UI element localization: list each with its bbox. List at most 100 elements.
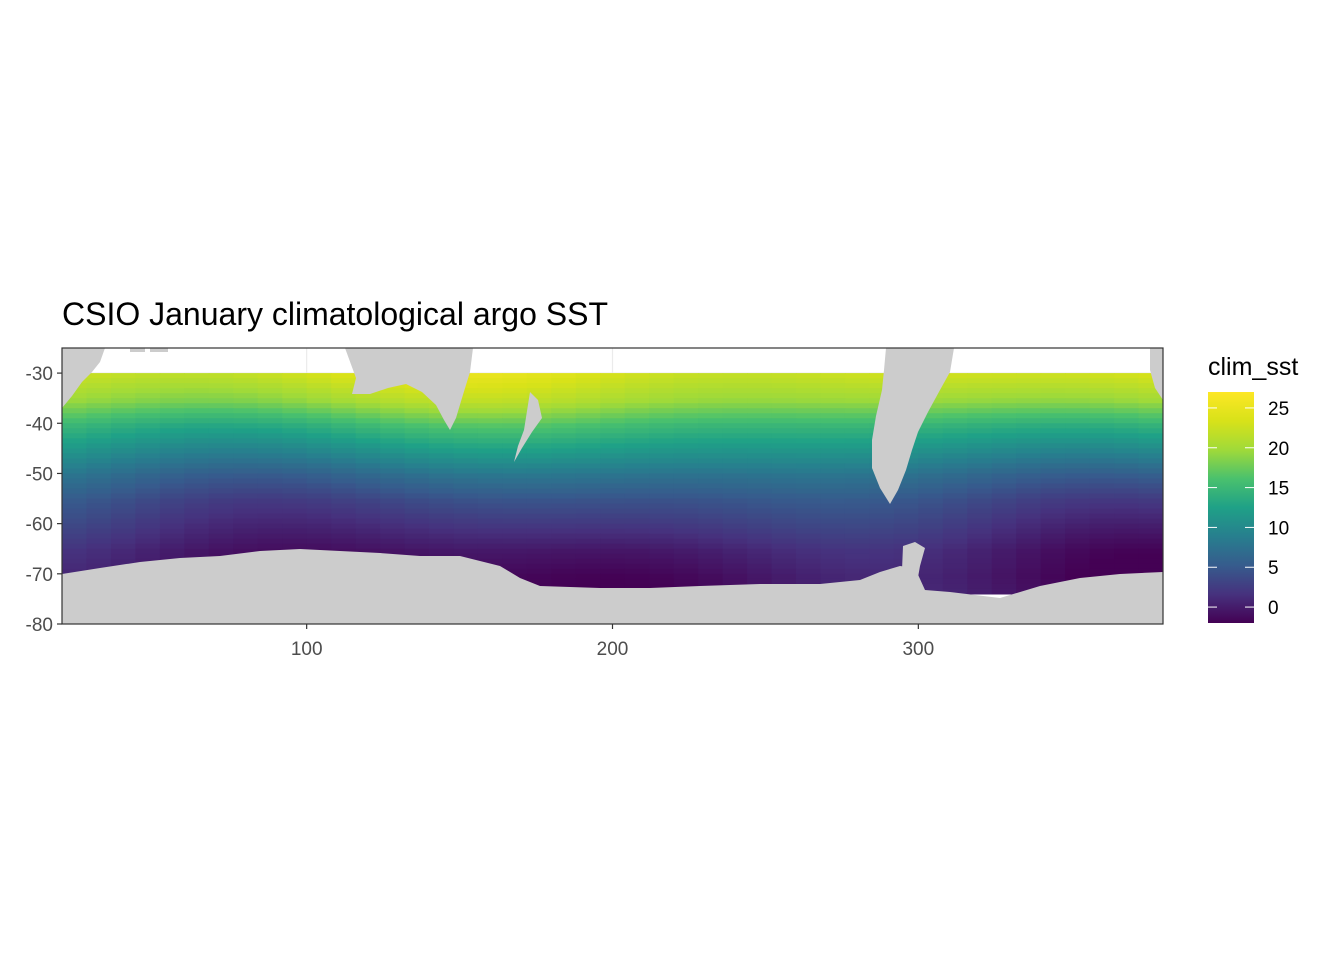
sst-cell [918, 548, 944, 555]
sst-cell [551, 548, 577, 555]
sst-cell [600, 448, 626, 454]
sst-cell [796, 428, 822, 434]
sst-cell [1089, 503, 1115, 510]
sst-cell [331, 468, 357, 475]
sst-cell [1065, 448, 1091, 454]
sst-cell [991, 503, 1017, 510]
sst-cell [771, 458, 797, 465]
sst-cell [404, 473, 430, 480]
sst-cell [86, 478, 112, 485]
sst-cell [1016, 508, 1042, 515]
sst-cell [380, 513, 406, 520]
sst-cell [991, 578, 1017, 585]
sst-cell [820, 513, 846, 520]
sst-cell [184, 463, 210, 470]
sst-cell [429, 423, 455, 429]
sst-cell [404, 548, 430, 555]
sst-cell [62, 568, 88, 575]
sst-cell [1114, 473, 1140, 480]
sst-cell [575, 478, 601, 485]
sst-cell [624, 578, 650, 585]
sst-cell [698, 513, 724, 520]
sst-cell [184, 468, 210, 475]
sst-cell [159, 373, 185, 379]
land-new-zealand [514, 392, 542, 462]
sst-cell [477, 548, 503, 555]
sst-cell [673, 533, 699, 540]
sst-cell [159, 508, 185, 515]
sst-cell [135, 518, 161, 525]
sst-cell [110, 403, 136, 409]
sst-cell [110, 473, 136, 480]
sst-cell [771, 558, 797, 565]
sst-cell [257, 423, 283, 429]
sst-cell [1040, 548, 1066, 555]
sst-cell [257, 543, 283, 550]
sst-cell [135, 428, 161, 434]
sst-cell [1138, 443, 1163, 449]
sst-cell [551, 513, 577, 520]
sst-cell [673, 408, 699, 414]
sst-cell [624, 383, 650, 389]
sst-cell [575, 578, 601, 585]
legend-label: 25 [1268, 399, 1289, 420]
sst-cell [844, 528, 870, 535]
sst-cell [575, 553, 601, 560]
sst-cell [282, 528, 308, 535]
sst-cell [796, 563, 822, 570]
sst-cell [673, 488, 699, 495]
sst-cell [1114, 428, 1140, 434]
sst-cell [184, 478, 210, 485]
land-africa [62, 348, 105, 408]
sst-cell [1040, 448, 1066, 454]
sst-cell [1065, 528, 1091, 535]
sst-cell [649, 523, 675, 530]
sst-cell [1138, 568, 1163, 575]
sst-cell [355, 503, 381, 510]
sst-cell [575, 453, 601, 459]
sst-cell [1114, 533, 1140, 540]
sst-cell [331, 408, 357, 414]
sst-cell [820, 428, 846, 434]
sst-cell [1138, 473, 1163, 480]
sst-cell [1138, 528, 1163, 535]
legend-label: 5 [1268, 558, 1279, 579]
sst-cell [159, 543, 185, 550]
sst-cell [233, 518, 259, 525]
sst-cell [184, 503, 210, 510]
sst-cell [502, 533, 528, 540]
sst-cell [453, 513, 479, 520]
sst-cell [551, 403, 577, 409]
sst-cell [86, 408, 112, 414]
sst-cell [257, 403, 283, 409]
sst-cell [208, 463, 234, 470]
sst-cell [404, 413, 430, 419]
sst-cell [551, 458, 577, 465]
sst-cell [1138, 418, 1163, 424]
legend-label: 15 [1268, 479, 1289, 500]
sst-cell [184, 393, 210, 399]
sst-cell [110, 558, 136, 565]
sst-cell [844, 488, 870, 495]
sst-cell [796, 373, 822, 379]
sst-cell [771, 508, 797, 515]
sst-cell [86, 488, 112, 495]
sst-cell [62, 443, 88, 449]
sst-cell [722, 418, 748, 424]
sst-cell [1114, 418, 1140, 424]
sst-cell [698, 553, 724, 560]
sst-cell [942, 428, 968, 434]
sst-cell [796, 473, 822, 480]
sst-cell [820, 378, 846, 384]
sst-cell [820, 508, 846, 515]
sst-cell [1016, 393, 1042, 399]
sst-cell [208, 383, 234, 389]
sst-cell [1040, 463, 1066, 470]
sst-cell [967, 458, 993, 465]
sst-cell [698, 493, 724, 500]
sst-cell [159, 463, 185, 470]
sst-cell [771, 528, 797, 535]
sst-cell [600, 563, 626, 570]
sst-cell [453, 523, 479, 530]
sst-cell [649, 553, 675, 560]
